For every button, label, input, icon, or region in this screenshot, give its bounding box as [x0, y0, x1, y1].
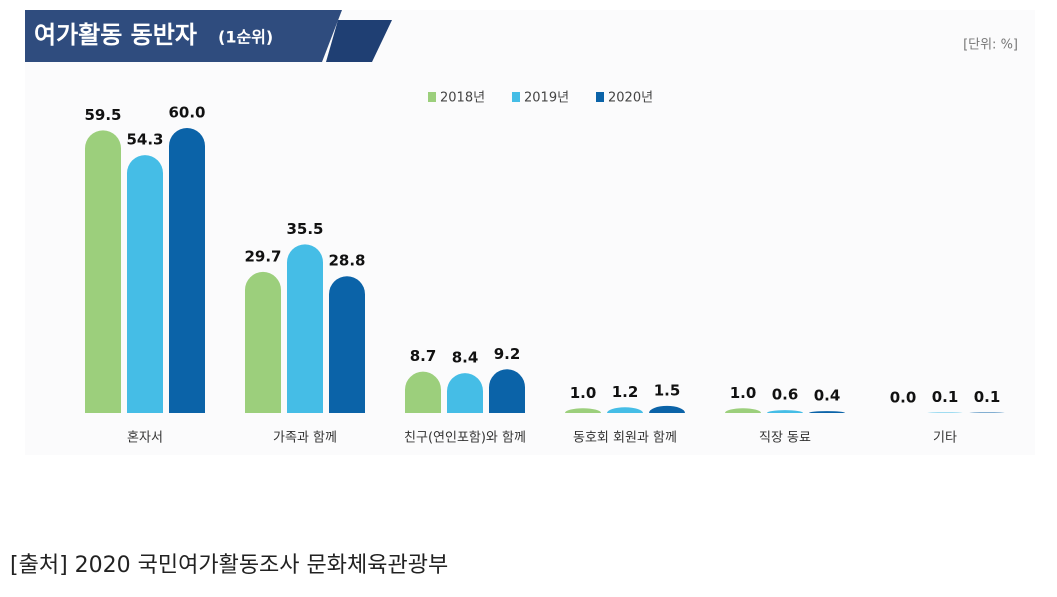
- legend-swatch: [512, 92, 520, 102]
- legend-label: 2019년: [524, 91, 569, 106]
- unit-label: [단위: %]: [963, 38, 1018, 53]
- data-label: 1.0: [570, 384, 597, 402]
- data-label: 60.0: [168, 104, 205, 122]
- bar: [85, 130, 121, 413]
- data-label: 0.6: [772, 386, 799, 404]
- x-tick-label: 혼자서: [127, 431, 163, 446]
- source: [출처] 2020 국민여가활동조사 문화체육관광부: [10, 553, 448, 578]
- data-label: 54.3: [126, 131, 163, 149]
- bar: [447, 373, 483, 413]
- bar: [169, 128, 205, 413]
- data-label: 0.4: [814, 387, 841, 405]
- bar: [489, 369, 525, 413]
- data-label: 0.1: [974, 388, 1001, 406]
- data-label: 29.7: [244, 247, 281, 265]
- data-label: 0.0: [890, 389, 917, 407]
- data-label: 0.1: [932, 388, 959, 406]
- data-label: 35.5: [286, 220, 323, 238]
- bar: [405, 372, 441, 413]
- data-label: 8.7: [410, 347, 437, 365]
- legend-swatch: [428, 92, 436, 102]
- data-label: 59.5: [84, 106, 121, 124]
- x-tick-label: 가족과 함께: [273, 431, 337, 446]
- bar: [245, 272, 281, 413]
- x-tick-label: 직장 동료: [759, 431, 811, 446]
- data-label: 8.4: [452, 349, 479, 367]
- x-tick-label: 동호회 회원과 함께: [573, 431, 677, 446]
- bar: [287, 244, 323, 413]
- legend-label: 2020년: [608, 91, 653, 106]
- legend-swatch: [596, 92, 604, 102]
- legend-label: 2018년: [440, 91, 485, 106]
- data-label: 9.2: [494, 345, 521, 363]
- bar: [127, 155, 163, 413]
- chart-title: 여가활동 동반자: [34, 21, 197, 49]
- x-tick-label: 친구(연인포함)와 함께: [404, 431, 526, 446]
- x-tick-label: 기타: [933, 431, 957, 446]
- data-label: 1.0: [730, 384, 757, 402]
- chart-subtitle: (1순위): [218, 28, 273, 47]
- data-label: 28.8: [328, 252, 365, 270]
- data-label: 1.5: [654, 381, 681, 399]
- bar: [329, 276, 365, 413]
- data-label: 1.2: [612, 383, 639, 401]
